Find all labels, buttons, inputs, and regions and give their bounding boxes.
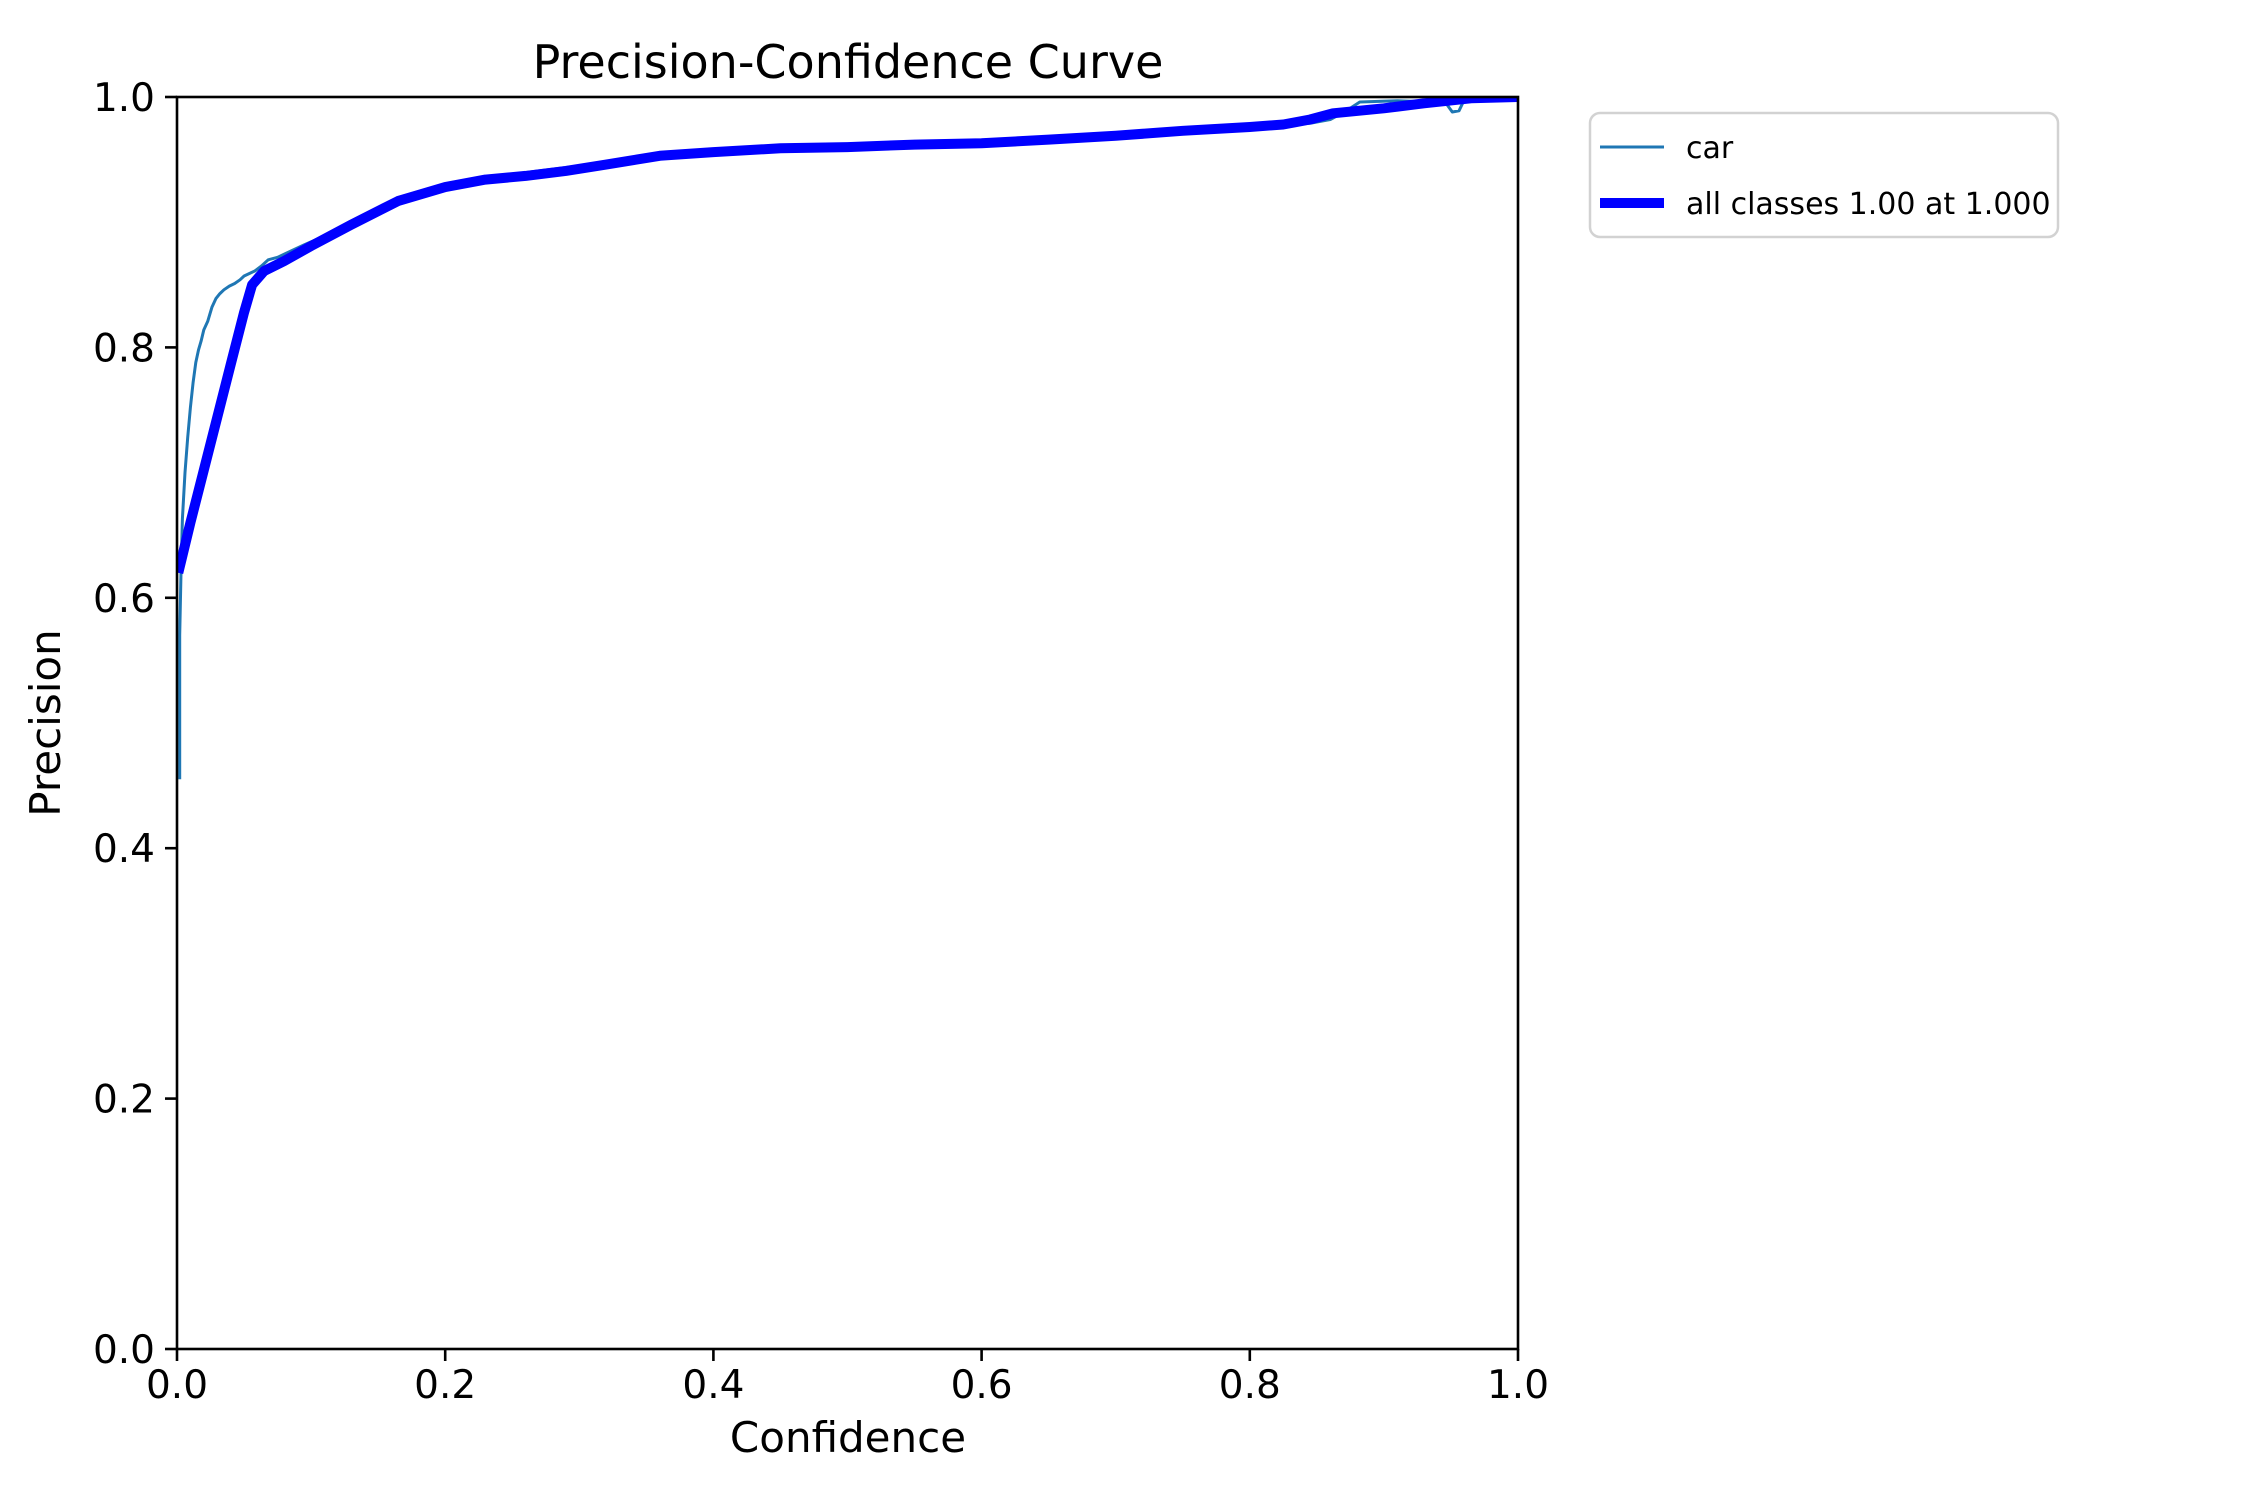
y-axis-label: Precision (21, 629, 70, 816)
legend-label-all-classes: all classes 1.00 at 1.000 (1686, 187, 2051, 222)
axes-spines (175, 95, 1520, 1351)
car-curve (178, 97, 1518, 780)
x-tick-label: 0.6 (951, 1363, 1013, 1408)
y-tick-group: 0.0 0.2 0.4 0.6 0.8 1.0 (93, 76, 177, 1373)
x-axis-label: Confidence (730, 1413, 966, 1462)
curve-group (177, 97, 1518, 780)
all-classes-curve (177, 97, 1518, 574)
y-tick-label: 0.2 (93, 1078, 155, 1123)
y-tick-label: 0.6 (93, 577, 155, 622)
legend-frame (1588, 111, 2060, 239)
chart-title: Precision-Confidence Curve (533, 35, 1164, 89)
y-tick-label: 0.8 (93, 326, 155, 371)
legend-label-car: car (1686, 131, 1734, 166)
x-tick-label: 0.0 (146, 1363, 208, 1408)
x-tick-label: 0.4 (682, 1363, 744, 1408)
x-tick-label: 0.8 (1219, 1363, 1281, 1408)
y-tick-label: 0.4 (93, 827, 155, 872)
y-tick-label: 1.0 (93, 76, 155, 121)
y-tick-label: 0.0 (93, 1328, 155, 1373)
legend: car all classes 1.00 at 1.000 (1588, 111, 2060, 239)
x-tick-label: 1.0 (1487, 1363, 1549, 1408)
x-tick-label: 0.2 (414, 1363, 476, 1408)
x-tick-group: 0.0 0.2 0.4 0.6 0.8 1.0 (146, 1349, 1549, 1408)
